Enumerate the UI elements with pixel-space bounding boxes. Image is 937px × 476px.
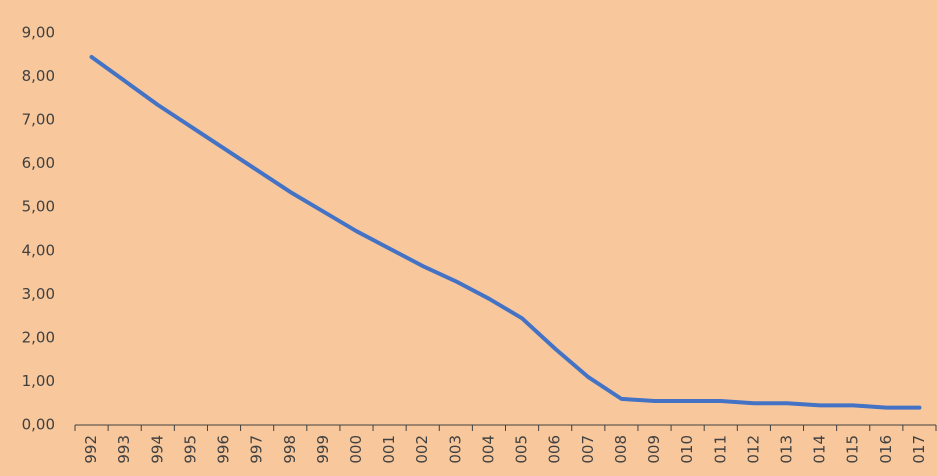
x-tick-label: 017 xyxy=(910,435,928,464)
x-tick-label: 012 xyxy=(744,435,762,464)
x-tick-label: 002 xyxy=(413,435,431,464)
x-tick-label: 001 xyxy=(380,435,398,464)
x-tick-label: 004 xyxy=(479,435,497,464)
x-tick-label: 993 xyxy=(115,435,133,464)
y-tick-label: 9,00 xyxy=(22,24,55,42)
y-tick-label: 3,00 xyxy=(22,285,55,303)
x-tick-label: 003 xyxy=(446,435,464,464)
y-tick-label: 4,00 xyxy=(22,241,55,259)
x-tick-label: 010 xyxy=(678,435,696,464)
x-tick-label: 013 xyxy=(777,435,795,464)
x-tick-label: 008 xyxy=(612,435,630,464)
x-tick-label: 996 xyxy=(215,435,233,464)
y-tick-label: 7,00 xyxy=(22,111,55,129)
x-tick-label: 995 xyxy=(181,435,199,464)
y-tick-label: 1,00 xyxy=(22,372,55,390)
x-tick-label: 014 xyxy=(811,435,829,464)
x-tick-label: 997 xyxy=(248,435,266,464)
y-tick-label: 5,00 xyxy=(22,198,55,216)
x-tick-label: 007 xyxy=(579,435,597,464)
y-tick-label: 6,00 xyxy=(22,154,55,172)
x-tick-label: 992 xyxy=(82,435,100,464)
x-tick-label: 016 xyxy=(877,435,895,464)
x-tick-label: 000 xyxy=(347,435,365,464)
x-tick-label: 994 xyxy=(148,435,166,464)
x-tick-label: 015 xyxy=(844,435,862,464)
x-tick-label: 999 xyxy=(314,435,332,464)
x-tick-label: 011 xyxy=(711,435,729,464)
y-tick-label: 2,00 xyxy=(22,328,55,346)
x-tick-label: 006 xyxy=(546,435,564,464)
x-tick-label: 998 xyxy=(281,435,299,464)
y-tick-label: 8,00 xyxy=(22,67,55,85)
line xyxy=(89,54,922,410)
y-tick-label: 0,00 xyxy=(22,416,55,434)
x-tick-label: 005 xyxy=(513,435,531,464)
x-tick-label: 009 xyxy=(645,435,663,464)
